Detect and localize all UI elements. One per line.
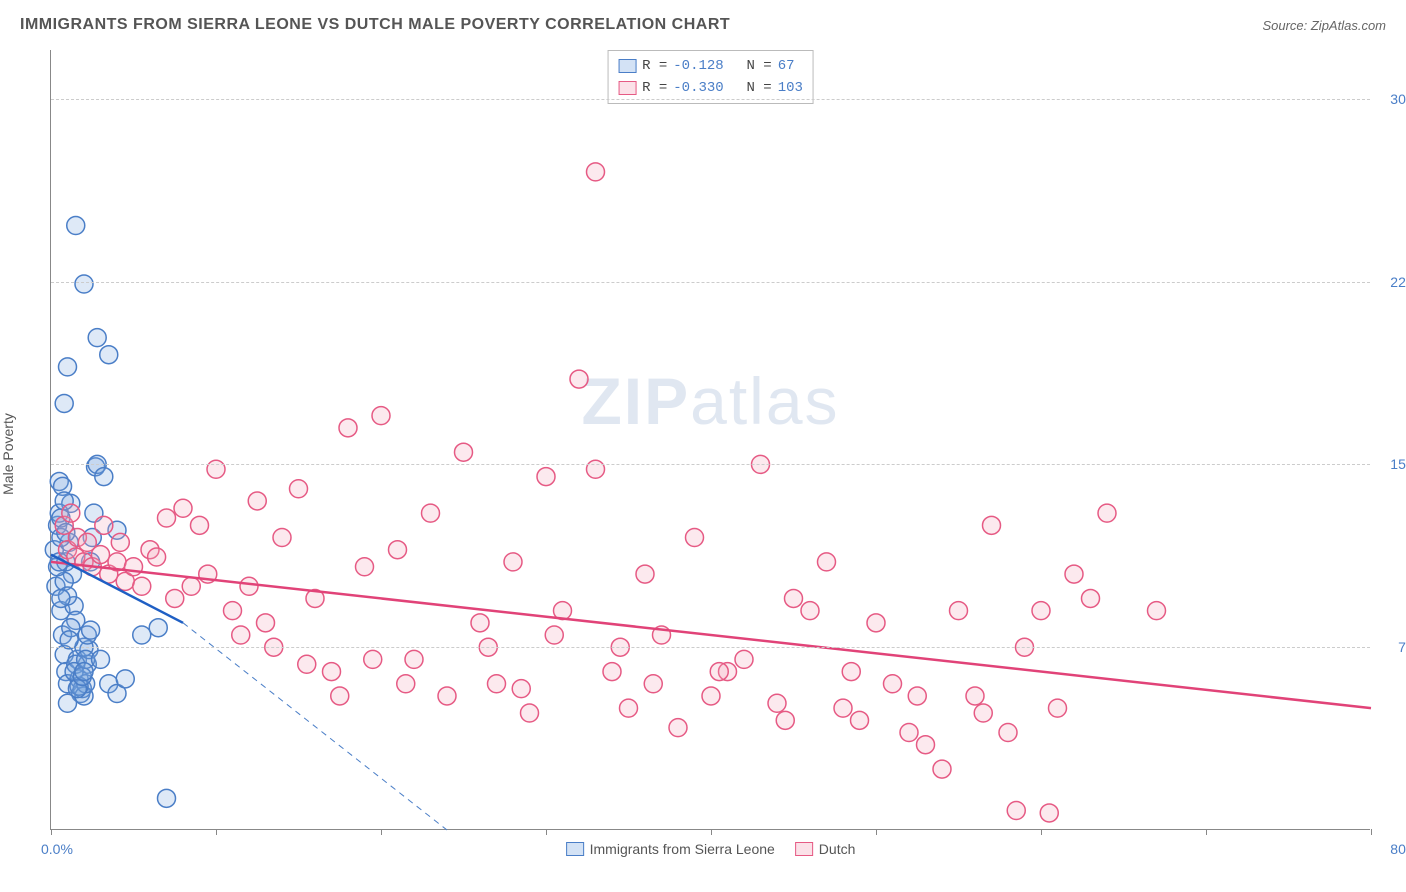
- source-label: Source: ZipAtlas.com: [1262, 18, 1386, 33]
- xtick: [51, 829, 52, 835]
- chart-title: IMMIGRANTS FROM SIERRA LEONE VS DUTCH MA…: [20, 16, 730, 34]
- scatter-svg: [51, 50, 1370, 829]
- xtick: [1371, 829, 1372, 835]
- swatch-series2-bottom: [795, 842, 813, 856]
- legend-item-2: Dutch: [795, 841, 856, 857]
- xtick: [546, 829, 547, 835]
- y-axis-label: Male Poverty: [0, 413, 16, 495]
- x-axis-min-label: 0.0%: [41, 841, 73, 857]
- ytick-label: 30.0%: [1390, 91, 1406, 107]
- legend-item-1: Immigrants from Sierra Leone: [566, 841, 775, 857]
- bottom-legend: Immigrants from Sierra Leone Dutch: [566, 841, 856, 857]
- stats-legend-box: R = -0.128 N = 67 R = -0.330 N = 103: [607, 50, 814, 104]
- ytick-label: 15.0%: [1390, 456, 1406, 472]
- grid-line: [51, 282, 1370, 283]
- stats-row-1: R = -0.128 N = 67: [618, 55, 803, 77]
- grid-line: [51, 99, 1370, 100]
- x-axis-max-label: 80.0%: [1390, 841, 1406, 857]
- grid-line: [51, 647, 1370, 648]
- xtick: [1206, 829, 1207, 835]
- xtick: [711, 829, 712, 835]
- legend-label-1: Immigrants from Sierra Leone: [590, 841, 775, 857]
- xtick: [1041, 829, 1042, 835]
- grid-line: [51, 464, 1370, 465]
- stats-row-2: R = -0.330 N = 103: [618, 77, 803, 99]
- ytick-label: 7.5%: [1398, 639, 1406, 655]
- swatch-series1: [618, 59, 636, 73]
- xtick: [876, 829, 877, 835]
- ytick-label: 22.5%: [1390, 274, 1406, 290]
- swatch-series2: [618, 81, 636, 95]
- chart-plot-area: ZIPatlas R = -0.128 N = 67 R = -0.330 N …: [50, 50, 1370, 830]
- swatch-series1-bottom: [566, 842, 584, 856]
- legend-label-2: Dutch: [819, 841, 856, 857]
- xtick: [216, 829, 217, 835]
- xtick: [381, 829, 382, 835]
